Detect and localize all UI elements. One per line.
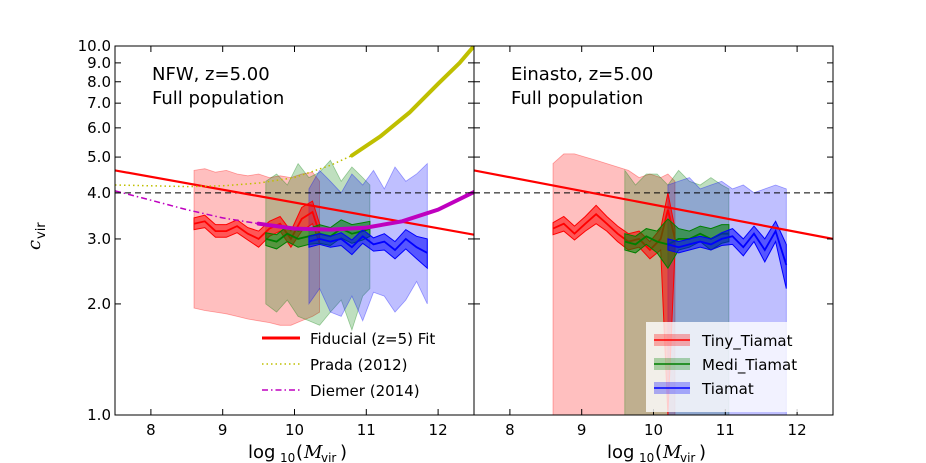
legend-nfw: Fiducial (z=5) Fit Prada (2012) Diemer (… xyxy=(262,330,435,400)
ylabel-nfw: c vir xyxy=(24,222,49,250)
xtick-label-10-einasto: 10 xyxy=(644,421,663,439)
xtick-label-8-nfw: 8 xyxy=(146,421,156,439)
xtick-label-10-nfw: 10 xyxy=(285,421,304,439)
xtick-label-8-einasto: 8 xyxy=(505,421,515,439)
ytick-label-2.0: 2.0 xyxy=(87,295,111,313)
xlabel-paren-close: ) xyxy=(340,442,347,463)
legend-swatch-tiamat xyxy=(654,382,690,394)
legend-frame-einasto xyxy=(646,322,830,412)
legend-label-fiducial: Fiducial (z=5) Fit xyxy=(310,330,435,348)
median-line-tiny-tiamat-nfw xyxy=(193,210,321,241)
legend-swatch-medi xyxy=(654,358,690,370)
xtick-label-9-nfw: 9 xyxy=(218,421,228,439)
median-line-tiamat-nfw xyxy=(308,235,428,254)
xlabel-nfw: log 10 ( M vir ) xyxy=(248,442,347,463)
xlabel-paren: ( xyxy=(296,442,303,463)
median-line-tiamat-einasto xyxy=(667,228,788,266)
xlabel-einasto: log 10 ( M vir ) xyxy=(607,442,706,463)
model-line-diemer-2014--nfw xyxy=(115,190,259,225)
model-line-prada-2012--nfw xyxy=(115,154,353,188)
legend-swatch-tiny xyxy=(654,334,690,346)
annotation-line1-nfw: NFW, z=5.00 xyxy=(152,64,270,85)
annotation-line2-nfw: Full population xyxy=(152,88,284,109)
ylabel-sub-vir: vir xyxy=(34,222,49,239)
ytick-label-9.0: 9.0 xyxy=(87,54,111,72)
plot-area-nfw xyxy=(115,46,474,332)
xlabel-M: M xyxy=(303,442,323,463)
legend-label-prada: Prada (2012) xyxy=(310,356,408,374)
legend-label-tiamat: Tiamat xyxy=(701,380,754,398)
band-outer-tiny-tiamat-nfw xyxy=(193,168,320,326)
ytick-label-6.0: 6.0 xyxy=(87,119,111,137)
ylabel-c: c xyxy=(24,240,45,250)
xlabel-M-r: M xyxy=(662,442,682,463)
xlabel-sub10-r: 10 xyxy=(639,451,654,463)
xtick-label-11-nfw: 11 xyxy=(357,421,376,439)
annotation-line2-einasto: Full population xyxy=(511,88,643,109)
xtick-label-11-einasto: 11 xyxy=(716,421,735,439)
ticks-nfw: 8 9 10 11 12 1.0 2.0 3.0 4.0 5.0 6.0 7.0 8.09.010.0 xyxy=(78,37,474,439)
panel-einasto: 8 9 10 11 12 Einasto, z=5.00 Full population… xyxy=(473,45,834,463)
model-line-fiducial-z-5-fit-nfw xyxy=(115,169,474,236)
annotation-line1-einasto: Einasto, z=5.00 xyxy=(511,64,653,85)
model-line-prada-2012-computed-range-nfw xyxy=(349,46,474,158)
model-line-diemer-2014-computed-range-nfw xyxy=(256,190,474,232)
ytick-label-1.0: 1.0 xyxy=(87,406,111,424)
ticks-einasto: 8 9 10 11 12 xyxy=(474,45,833,439)
xlabel-paren-close-r: ) xyxy=(699,442,706,463)
model-line-fiducial-z-5-fit-einasto xyxy=(474,169,833,240)
ytick-label-5.0: 5.0 xyxy=(87,148,111,166)
legend-einasto: Tiny_Tiamat Medi_Tiamat Tiamat xyxy=(646,322,830,412)
xlabel-subvir: vir xyxy=(321,451,336,463)
xlabel-log: log xyxy=(248,442,275,463)
ytick-label-7.0: 7.0 xyxy=(87,94,111,112)
ytick-label-3.0: 3.0 xyxy=(87,230,111,248)
legend-label-medi: Medi_Tiamat xyxy=(702,356,797,375)
legend-label-tiny: Tiny_Tiamat xyxy=(701,332,793,351)
xtick-label-9-einasto: 9 xyxy=(577,421,587,439)
xlabel-log-r: log xyxy=(607,442,634,463)
ytick-label-10.0: 10.0 xyxy=(78,37,111,55)
xlabel-paren-r: ( xyxy=(655,442,662,463)
ytick-label-4.0: 4.0 xyxy=(87,184,111,202)
xtick-label-12-einasto: 12 xyxy=(788,421,807,439)
legend-label-diemer: Diemer (2014) xyxy=(310,382,420,400)
xlabel-sub10: 10 xyxy=(280,451,295,463)
xtick-label-12-nfw: 12 xyxy=(429,421,448,439)
xlabel-subvir-r: vir xyxy=(680,451,695,463)
ytick-label-8.0: 8.0 xyxy=(87,73,111,91)
panel-nfw: 8 9 10 11 121.02.03.04.05.06.07.08.09.010.0 … xyxy=(24,37,475,463)
